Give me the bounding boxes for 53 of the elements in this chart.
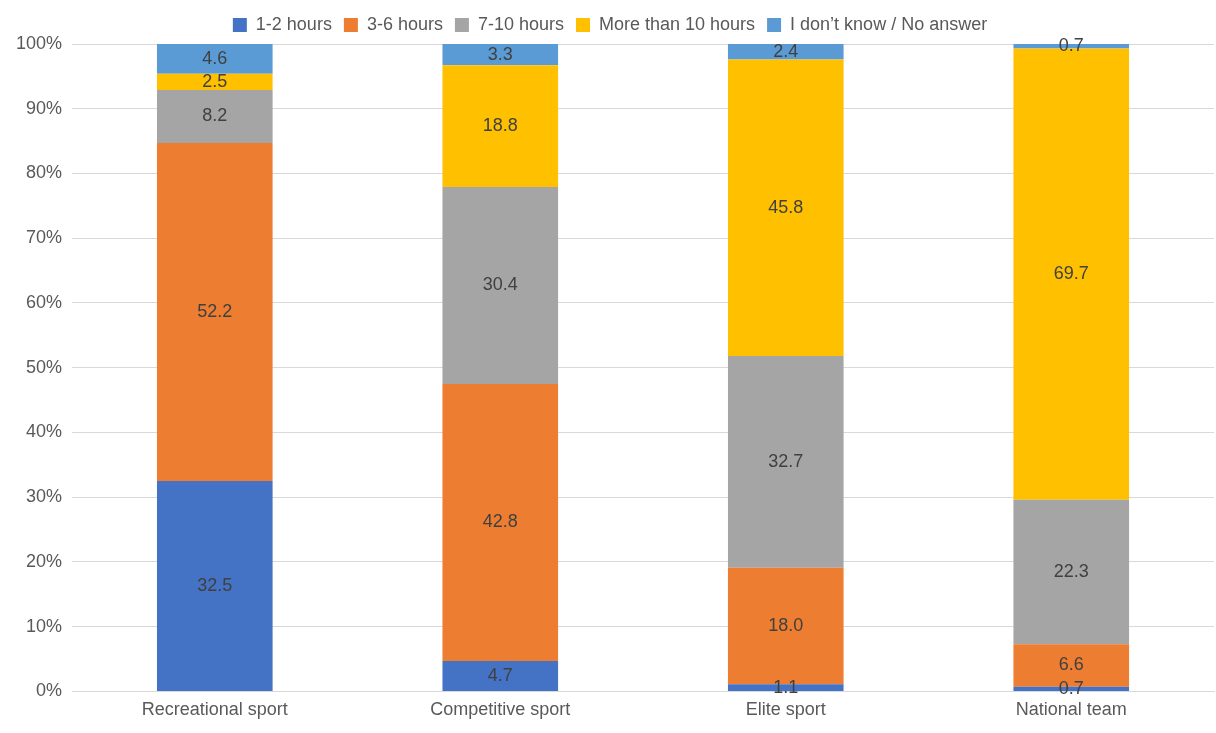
data-label: 2.4 bbox=[773, 40, 799, 61]
bar bbox=[442, 44, 559, 66]
bar bbox=[727, 356, 844, 568]
y-tick-label: 50% bbox=[26, 356, 63, 377]
x-tick-label: National team bbox=[1015, 699, 1127, 720]
bar bbox=[727, 59, 844, 357]
legend-label: 7-10 hours bbox=[477, 13, 564, 34]
bar bbox=[442, 660, 559, 691]
bar bbox=[156, 73, 273, 90]
y-tick-label: 80% bbox=[26, 162, 63, 183]
data-label: 18.8 bbox=[482, 115, 518, 136]
bar bbox=[156, 481, 273, 691]
bar bbox=[442, 65, 559, 188]
y-tick-label: 10% bbox=[26, 615, 63, 636]
data-label: 0.7 bbox=[1058, 35, 1084, 56]
bar bbox=[156, 44, 273, 74]
data-label: 69.7 bbox=[1053, 263, 1089, 284]
data-label: 4.7 bbox=[487, 664, 513, 685]
x-tick-label: Elite sport bbox=[745, 699, 826, 720]
data-label: 6.6 bbox=[1058, 654, 1084, 675]
data-label: 32.7 bbox=[768, 450, 804, 471]
bar bbox=[442, 187, 559, 384]
data-label: 42.8 bbox=[482, 511, 518, 532]
bar bbox=[156, 143, 273, 481]
y-tick-label: 70% bbox=[26, 227, 63, 248]
y-tick-label: 20% bbox=[26, 550, 63, 571]
legend-label: 3-6 hours bbox=[366, 13, 443, 34]
x-tick-label: Competitive sport bbox=[430, 699, 571, 720]
y-tick-label: 100% bbox=[15, 32, 63, 53]
data-label: 30.4 bbox=[482, 274, 518, 295]
data-label: 2.5 bbox=[202, 70, 228, 91]
x-tick-label: Recreational sport bbox=[141, 699, 288, 720]
y-tick-label: 30% bbox=[26, 486, 63, 507]
data-label: 4.6 bbox=[202, 47, 228, 68]
bar bbox=[727, 44, 844, 60]
data-label: 52.2 bbox=[197, 300, 233, 321]
y-tick-label: 40% bbox=[26, 421, 63, 442]
data-label: 22.3 bbox=[1053, 560, 1089, 581]
legend-label: I don’t know / No answer bbox=[790, 13, 988, 34]
data-label: 32.5 bbox=[197, 574, 233, 595]
y-tick-label: 60% bbox=[26, 291, 63, 312]
y-tick-label: 90% bbox=[26, 97, 63, 118]
bar bbox=[156, 89, 273, 144]
data-label: 0.7 bbox=[1058, 677, 1084, 698]
data-label: 18.0 bbox=[768, 614, 804, 635]
data-label: 45.8 bbox=[768, 196, 804, 217]
y-tick-label: 0% bbox=[36, 680, 63, 701]
legend-label: More than 10 hours bbox=[598, 13, 756, 34]
data-label: 3.3 bbox=[487, 43, 513, 64]
data-label: 8.2 bbox=[202, 105, 228, 126]
bar bbox=[1013, 499, 1130, 645]
bar bbox=[442, 383, 559, 661]
legend-label: 1-2 hours bbox=[255, 13, 332, 34]
